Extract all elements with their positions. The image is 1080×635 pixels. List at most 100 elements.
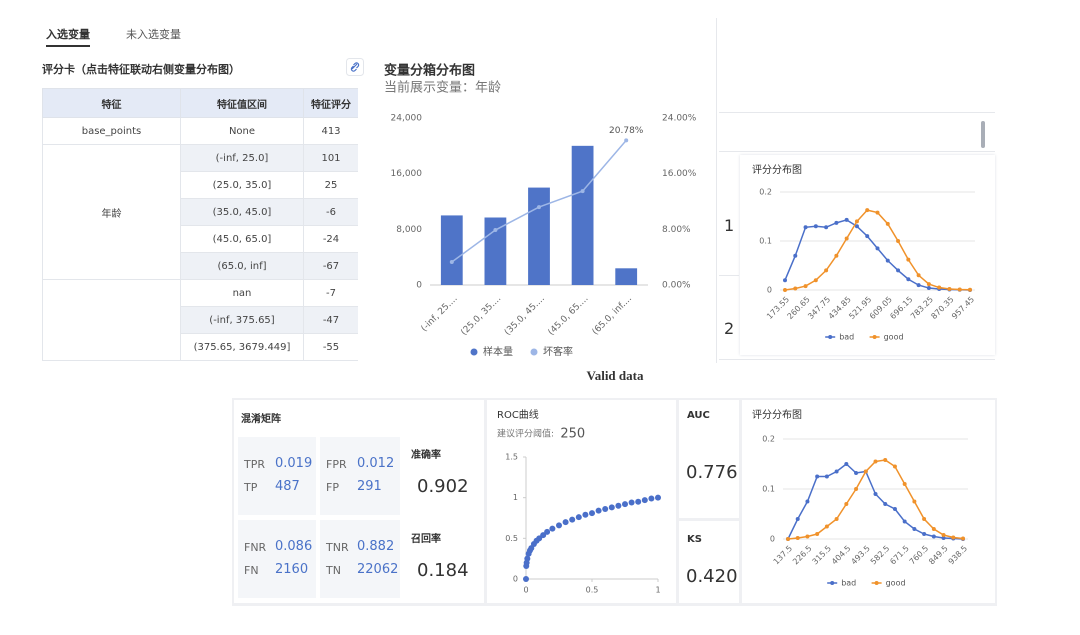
- y-tick-label: 0.1: [762, 485, 775, 494]
- row: (-inf, 375.65] -47: [43, 306, 358, 334]
- point: [793, 253, 798, 258]
- matrix-cell: [320, 437, 400, 515]
- row-number: 1: [724, 216, 735, 235]
- tab-active[interactable]: 入选变量: [46, 26, 90, 47]
- point: [834, 253, 839, 258]
- point: [926, 286, 931, 291]
- point: [805, 534, 810, 539]
- row-number: 2: [724, 319, 735, 338]
- point: [556, 522, 562, 529]
- feature-cell: [42, 279, 181, 361]
- score-cell: -6: [303, 198, 358, 226]
- row: (45.0, 65.0] -24: [43, 225, 358, 253]
- point: [922, 532, 927, 536]
- point: [582, 511, 589, 518]
- point: [875, 246, 880, 251]
- rate-value: 0.086: [275, 539, 313, 554]
- point: [655, 494, 661, 501]
- count-label: FN: [244, 564, 259, 577]
- interval-cell: (45.0, 65.0]: [180, 225, 304, 253]
- point: [941, 536, 946, 540]
- point: [805, 499, 810, 504]
- x-tick-label: (-inf, 25....: [420, 294, 460, 334]
- interval-cell: (35.0, 45.0]: [180, 198, 304, 226]
- y-tick-label: 8,000: [396, 225, 422, 235]
- header-cell: 特征: [42, 88, 181, 118]
- score-cell: -47: [303, 306, 358, 334]
- point: [892, 464, 897, 469]
- matrix-cell: [238, 520, 316, 598]
- point: [795, 517, 800, 521]
- point: [803, 225, 808, 230]
- point: [834, 517, 839, 521]
- x-tick-label: (35.0, 45....: [503, 294, 547, 338]
- point: [783, 278, 787, 283]
- chart-title: ROC曲线: [497, 408, 539, 421]
- header-band: [719, 112, 995, 152]
- legend-marker: [828, 335, 833, 339]
- header-cell: 特征值区间: [180, 88, 304, 118]
- point: [449, 260, 454, 265]
- y-tick-label: 0.1: [759, 237, 772, 246]
- row: 年龄 (-inf, 25.0] 101: [42, 144, 358, 280]
- count-value: 22062: [357, 562, 399, 577]
- point: [854, 224, 859, 229]
- scrollbar[interactable]: [981, 121, 985, 148]
- threshold: 250: [560, 427, 585, 442]
- chart: 评分分布图00.10.2173.55260.65347.75434.85521.…: [752, 164, 976, 342]
- rate-label: FPR: [326, 458, 347, 471]
- point: [865, 234, 870, 239]
- bar: [484, 217, 507, 285]
- x-tick-label: 137.5: [772, 544, 795, 567]
- point: [947, 287, 952, 292]
- point: [896, 268, 901, 273]
- point: [624, 138, 629, 143]
- header-row: 特征 特征值区间 特征评分: [42, 88, 358, 118]
- point: [854, 219, 859, 224]
- point: [786, 537, 790, 541]
- scorecard-table: 特征 特征值区间 特征评分 base_points None 413 年龄 (-inf, 25…: [42, 88, 358, 361]
- panel: [679, 521, 739, 603]
- y-tick-label: 0: [416, 281, 422, 291]
- chart: 评分分布图 0 0.1 0.2 137.5226.5315.5404.5493.5582…: [752, 409, 969, 588]
- point: [803, 284, 808, 289]
- count-label: TP: [244, 481, 258, 494]
- bar: [528, 187, 550, 285]
- point: [854, 471, 859, 475]
- metric-label: 召回率: [411, 534, 441, 545]
- point: [885, 221, 890, 226]
- point: [863, 469, 868, 474]
- point: [815, 532, 820, 536]
- interval-cell: (-inf, 375.65]: [180, 306, 304, 334]
- legend-marker: [470, 348, 478, 356]
- y2-tick-label: 8.00%: [662, 225, 691, 235]
- point: [824, 524, 829, 529]
- divider: [716, 18, 717, 363]
- row: (25.0, 35.0] 25: [43, 171, 358, 199]
- point: [883, 458, 888, 462]
- tab[interactable]: 未入选变量: [126, 28, 181, 41]
- panel: [740, 155, 995, 355]
- legend-marker: [872, 335, 877, 339]
- point: [931, 534, 936, 539]
- point: [824, 225, 829, 230]
- x-tick-label: 226.5: [791, 544, 814, 567]
- point: [902, 482, 907, 486]
- y2-tick-label: 0.00%: [662, 281, 691, 291]
- point: [824, 474, 829, 479]
- point: [873, 492, 878, 496]
- link-icon[interactable]: [346, 58, 364, 76]
- rate-value: 0.019: [275, 456, 313, 471]
- kpi-label: KS: [687, 534, 702, 545]
- legend-label: 坏客率: [543, 345, 573, 358]
- point: [589, 510, 595, 517]
- point: [793, 286, 798, 291]
- rate-label: TPR: [244, 458, 265, 471]
- y-tick-label: 0.2: [759, 188, 772, 197]
- metric-value: 0.184: [417, 560, 469, 581]
- point: [875, 210, 880, 215]
- y-tick-label: 0: [770, 535, 775, 544]
- point: [813, 224, 818, 229]
- feature-cell: base_points: [42, 117, 181, 145]
